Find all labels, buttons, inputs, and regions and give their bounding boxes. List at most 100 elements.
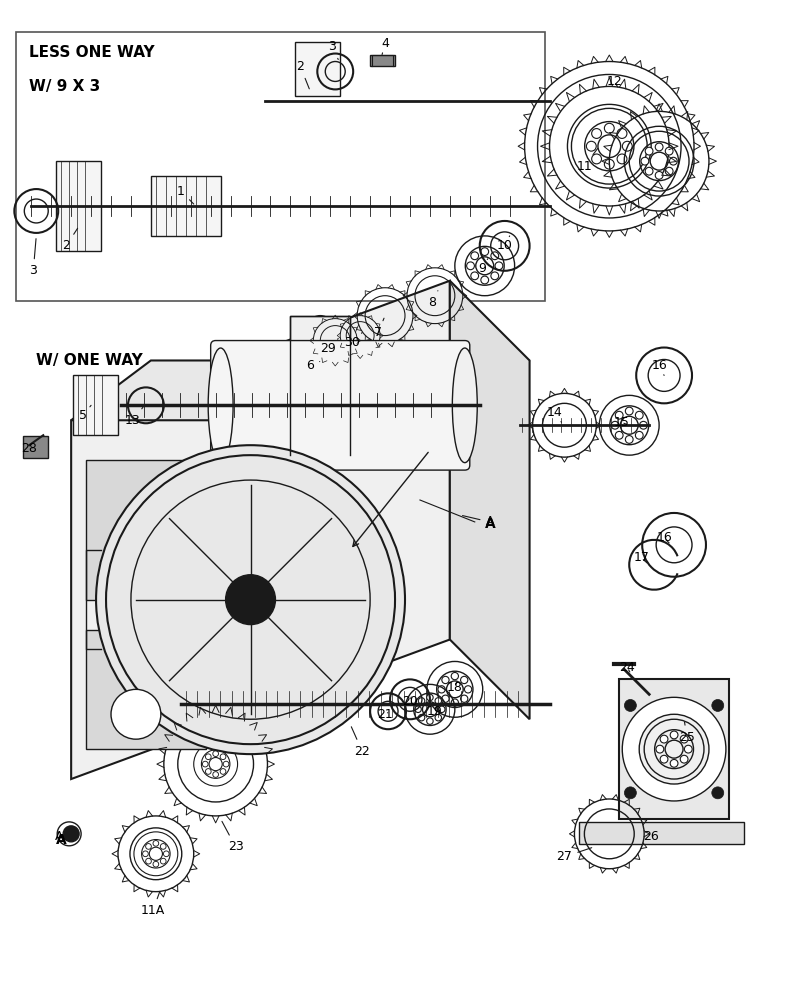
Bar [73, 375, 118, 435]
Circle shape [220, 754, 225, 760]
Circle shape [418, 698, 424, 704]
Circle shape [659, 755, 667, 763]
Circle shape [111, 689, 161, 739]
Circle shape [624, 436, 633, 443]
Circle shape [615, 411, 622, 419]
Polygon shape [71, 360, 529, 420]
Text: A: A [55, 830, 69, 843]
Circle shape [680, 755, 687, 763]
Circle shape [470, 252, 478, 260]
FancyBboxPatch shape [86, 630, 205, 749]
Circle shape [212, 772, 218, 777]
Text: 20: 20 [401, 695, 418, 708]
Circle shape [145, 858, 151, 864]
Circle shape [451, 699, 458, 706]
Polygon shape [71, 281, 449, 779]
Circle shape [225, 575, 275, 625]
Text: LESS ONE WAY: LESS ONE WAY [29, 45, 155, 60]
Text: 23: 23 [221, 821, 243, 853]
Text: 11A: 11A [140, 891, 165, 917]
Circle shape [451, 672, 458, 680]
Circle shape [591, 154, 601, 164]
Circle shape [603, 159, 613, 169]
Circle shape [668, 157, 676, 165]
Circle shape [435, 698, 441, 704]
Circle shape [426, 718, 432, 724]
Text: 26: 26 [642, 830, 659, 843]
Text: 12: 12 [606, 75, 621, 88]
Circle shape [684, 745, 691, 753]
Text: 21: 21 [377, 708, 393, 721]
Circle shape [603, 123, 613, 133]
Circle shape [163, 851, 169, 857]
Text: 17: 17 [633, 551, 648, 564]
Circle shape [711, 787, 723, 799]
Circle shape [586, 141, 595, 151]
Circle shape [621, 141, 632, 151]
Text: 27: 27 [556, 848, 591, 863]
Bar [24, 436, 48, 458]
Circle shape [426, 694, 432, 701]
Circle shape [624, 787, 636, 799]
Circle shape [435, 714, 441, 721]
FancyBboxPatch shape [86, 460, 205, 600]
Circle shape [205, 769, 211, 774]
Text: 3: 3 [29, 239, 37, 277]
Text: 7: 7 [374, 318, 384, 339]
Text: 10: 10 [496, 236, 512, 252]
Ellipse shape [208, 348, 233, 463]
Circle shape [621, 697, 725, 801]
Text: 1: 1 [177, 185, 194, 204]
Circle shape [680, 735, 687, 743]
Bar [295, 42, 340, 96]
Circle shape [464, 686, 471, 693]
Circle shape [616, 129, 626, 138]
Circle shape [624, 407, 633, 415]
Circle shape [491, 272, 498, 280]
Text: 3: 3 [328, 40, 338, 60]
Text: 25: 25 [678, 722, 694, 744]
Text: 8: 8 [427, 291, 437, 309]
Bar [579, 822, 743, 844]
Circle shape [624, 699, 636, 711]
Circle shape [655, 745, 663, 753]
Circle shape [96, 445, 405, 754]
Circle shape [460, 676, 467, 684]
Ellipse shape [290, 316, 350, 455]
Text: 5: 5 [79, 405, 91, 422]
Bar [56, 161, 101, 251]
Circle shape [591, 129, 601, 138]
Circle shape [466, 262, 474, 270]
Polygon shape [619, 679, 728, 819]
Circle shape [645, 147, 652, 155]
Text: 13: 13 [125, 407, 143, 427]
Circle shape [615, 431, 622, 439]
Text: 11: 11 [576, 148, 597, 173]
Circle shape [437, 686, 444, 693]
Text: 2: 2 [296, 60, 309, 89]
Text: A: A [56, 833, 67, 847]
Circle shape [634, 431, 642, 439]
Circle shape [639, 421, 646, 429]
Circle shape [441, 676, 448, 684]
Circle shape [161, 844, 166, 849]
Text: W/ 9 X 3: W/ 9 X 3 [29, 79, 101, 94]
Text: A: A [484, 517, 495, 531]
Circle shape [202, 761, 208, 767]
Circle shape [223, 761, 229, 767]
Text: A: A [462, 515, 493, 528]
Text: 14: 14 [546, 406, 562, 422]
Circle shape [611, 421, 618, 429]
Circle shape [470, 272, 478, 280]
Circle shape [460, 695, 467, 702]
Text: 30: 30 [344, 333, 362, 349]
Circle shape [638, 714, 708, 784]
Circle shape [634, 411, 642, 419]
Text: 24: 24 [619, 661, 634, 674]
Circle shape [669, 731, 677, 739]
Circle shape [441, 695, 448, 702]
Circle shape [152, 841, 158, 846]
Ellipse shape [452, 348, 477, 463]
Circle shape [495, 262, 502, 270]
Text: W/ ONE WAY: W/ ONE WAY [36, 353, 143, 368]
